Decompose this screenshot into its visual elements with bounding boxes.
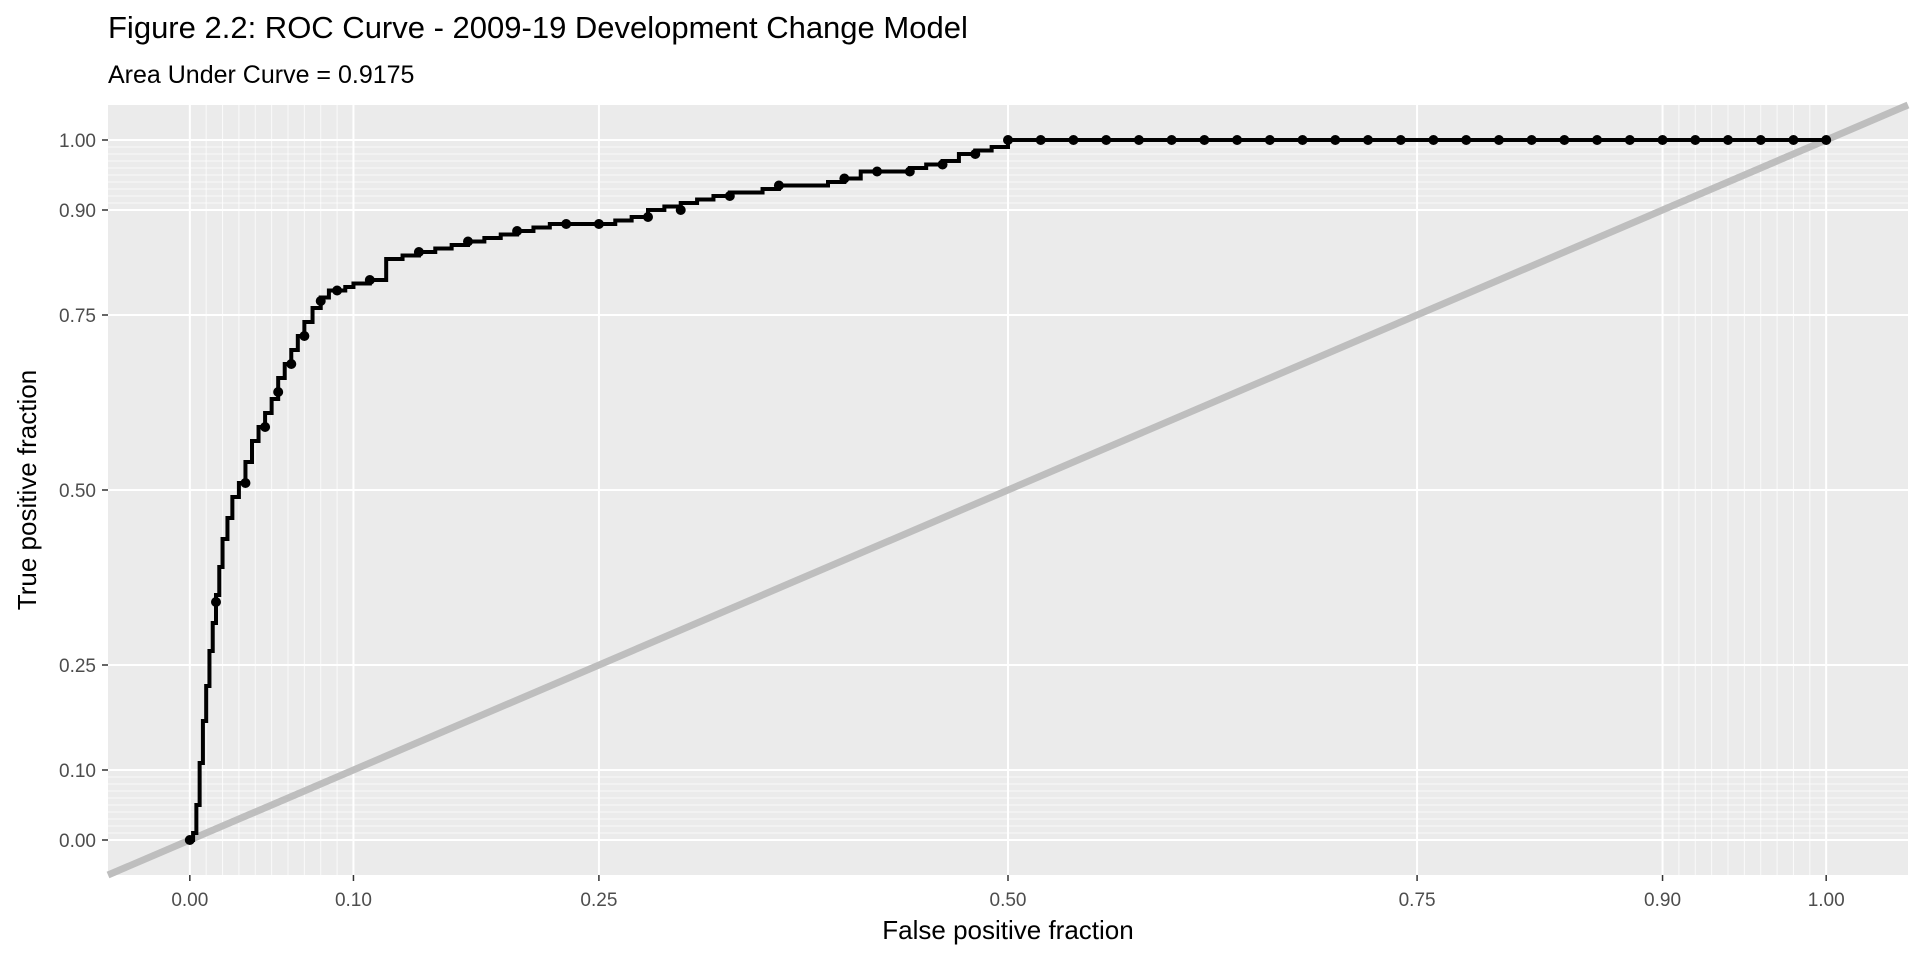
roc-point: [1101, 135, 1112, 145]
reference-diagonal: [106, 101, 1910, 879]
y-tick-label: 1.00: [59, 131, 96, 152]
x-tick-label: 0.10: [335, 890, 372, 911]
roc-point: [773, 180, 784, 191]
roc-point: [724, 191, 735, 201]
roc-point: [1526, 135, 1537, 145]
roc-point: [315, 296, 326, 306]
roc-point: [1657, 135, 1668, 145]
y-axis-title: True positive fraction: [12, 370, 42, 610]
roc-point: [1428, 135, 1439, 145]
roc-point: [643, 212, 653, 222]
roc-point: [1068, 135, 1079, 145]
x-tick-label: 0.00: [171, 890, 208, 911]
chart-title: Figure 2.2: ROC Curve - 2009-19 Developm…: [108, 10, 968, 45]
y-tick-label: 0.25: [59, 656, 96, 677]
roc-point: [1035, 135, 1046, 145]
roc-point: [512, 226, 523, 236]
roc-point: [273, 387, 284, 397]
x-axis-title: False positive fraction: [882, 915, 1133, 945]
roc-point: [463, 236, 473, 247]
roc-point: [1395, 135, 1406, 145]
roc-point: [904, 166, 915, 177]
grid-lines: [108, 105, 1908, 875]
roc-point: [260, 422, 271, 432]
roc-point: [1755, 135, 1766, 145]
roc-point: [364, 275, 375, 285]
roc-point: [1264, 135, 1275, 145]
roc-point: [1003, 135, 1013, 145]
roc-point: [593, 219, 604, 229]
roc-point: [1788, 135, 1799, 145]
y-tick-label: 0.90: [59, 201, 96, 222]
roc-point: [1559, 135, 1570, 145]
roc-point: [413, 247, 424, 257]
roc-point: [184, 835, 195, 845]
y-tick-label: 0.00: [59, 831, 96, 852]
roc-point: [332, 285, 343, 296]
roc-point: [1624, 135, 1635, 145]
roc-point: [240, 478, 251, 488]
y-tick-label: 0.75: [59, 306, 96, 327]
roc-point: [1363, 135, 1373, 145]
roc-point: [675, 205, 686, 215]
y-tick-label: 0.50: [59, 481, 96, 502]
chart-subtitle: Area Under Curve = 0.9175: [108, 61, 414, 89]
roc-point: [211, 597, 221, 607]
roc-point: [299, 331, 310, 341]
roc-point: [1133, 135, 1144, 145]
roc-point: [1723, 135, 1733, 145]
roc-point: [970, 149, 981, 159]
roc-markers: [184, 135, 1832, 845]
roc-point: [1232, 135, 1243, 145]
x-tick-label: 0.90: [1644, 890, 1681, 911]
roc-point: [1297, 135, 1308, 145]
roc-point: [1592, 135, 1603, 145]
y-tick-label: 0.10: [59, 761, 96, 782]
roc-point: [937, 159, 948, 170]
x-tick-label: 1.00: [1808, 890, 1845, 911]
reference-line: [106, 101, 1910, 879]
roc-point: [1330, 135, 1341, 145]
roc-point: [286, 359, 297, 369]
roc-point: [872, 166, 883, 177]
axis-ticks: 0.00 0.10 0.25 0.50 0.75 0.90 1.00 0.00 0.10 0.25…: [59, 131, 1845, 911]
roc-point: [1461, 135, 1472, 145]
roc-point: [1199, 135, 1210, 145]
roc-point: [839, 173, 850, 184]
x-tick-label: 0.75: [1399, 890, 1436, 911]
roc-point: [1690, 135, 1701, 145]
roc-point: [1166, 135, 1177, 145]
x-tick-label: 0.25: [580, 890, 617, 911]
roc-point: [561, 219, 572, 229]
x-tick-label: 0.50: [990, 890, 1027, 911]
roc-point: [1821, 135, 1832, 145]
roc-point: [1493, 135, 1504, 145]
